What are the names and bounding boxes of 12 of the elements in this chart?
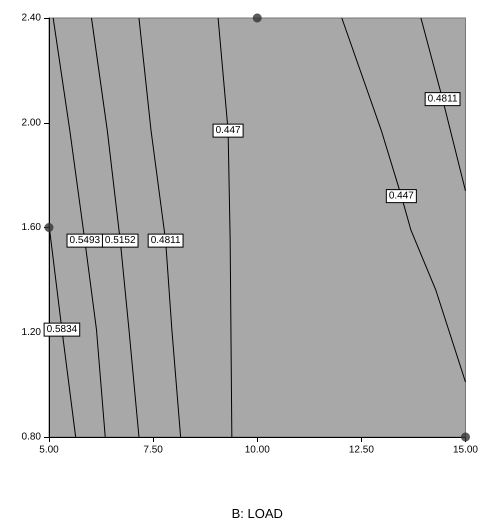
y-tick-label: 1.20: [22, 326, 42, 338]
x-tick-label: 10.00: [244, 444, 270, 456]
y-tick-label: 0.80: [22, 432, 42, 442]
y-tick-label: 1.60: [22, 222, 42, 233]
point: [252, 14, 262, 22]
x-axis-title: B: LOAD: [232, 506, 283, 521]
y-tick-label: 2.00: [22, 117, 42, 128]
y-tick-label: 2.40: [22, 12, 42, 24]
x-tick-label: 12.50: [348, 444, 374, 456]
x-tick-label: 15.00: [452, 444, 478, 456]
x-tick-label: 5.00: [39, 444, 60, 456]
x-tick-label: 7.50: [143, 444, 164, 456]
